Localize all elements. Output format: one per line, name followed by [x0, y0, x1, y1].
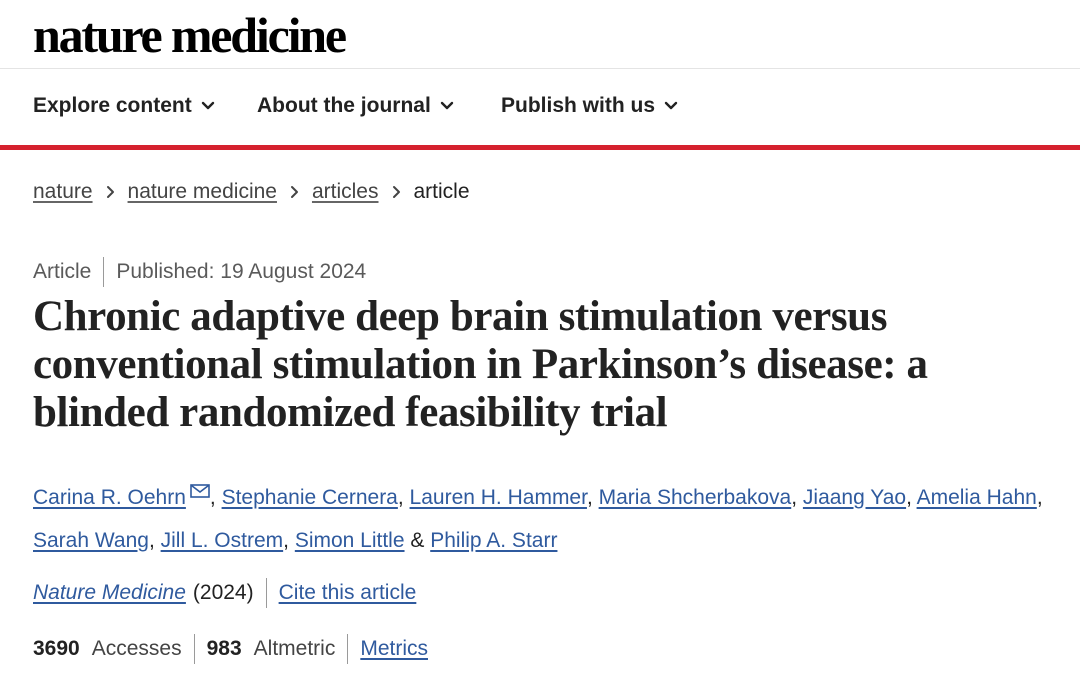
divider	[193, 634, 195, 664]
author-link[interactable]: Lauren H. Hammer	[409, 486, 587, 509]
breadcrumb-nature[interactable]: nature	[33, 180, 93, 203]
author-link[interactable]: Carina R. Oehrn	[33, 486, 186, 509]
chevron-right-icon	[392, 185, 401, 199]
author-link[interactable]: Philip A. Starr	[430, 529, 558, 552]
nav-explore-content-label: Explore content	[33, 94, 192, 117]
altmetric-label: Altmetric	[253, 637, 336, 660]
author-link[interactable]: Jill L. Ostrem	[160, 529, 284, 552]
brand-bar: nature medicine	[0, 0, 1080, 69]
journal-link[interactable]: Nature Medicine	[33, 581, 186, 604]
metrics-link[interactable]: Metrics	[360, 637, 428, 660]
author-link[interactable]: Jiaang Yao	[802, 486, 907, 509]
accesses-label: Accesses	[91, 637, 182, 660]
chevron-right-icon	[290, 185, 299, 199]
divider	[347, 634, 349, 664]
author-link[interactable]: Simon Little	[294, 529, 405, 552]
author-link[interactable]: Sarah Wang	[33, 529, 149, 552]
chevron-right-icon	[106, 185, 115, 199]
author-list: Carina R. Oehrn, Stephanie Cernera, Laur…	[33, 470, 1063, 562]
author-link[interactable]: Stephanie Cernera	[221, 486, 398, 509]
altmetric-count: 983	[206, 637, 242, 660]
author-link[interactable]: Maria Shcherbakova	[598, 486, 792, 509]
mail-icon[interactable]	[190, 470, 210, 513]
journal-citation: Nature Medicine (2024) Cite this article	[33, 578, 416, 608]
nav-about-journal[interactable]: About the journal	[257, 94, 454, 118]
divider	[103, 257, 105, 287]
breadcrumb-nature-medicine[interactable]: nature medicine	[127, 180, 277, 203]
publication-year: (2024)	[192, 581, 254, 604]
breadcrumb-current: article	[413, 180, 470, 203]
article-title: Chronic adaptive deep brain stimulation …	[33, 293, 928, 436]
nav-explore-content[interactable]: Explore content	[33, 94, 215, 118]
primary-nav: Explore content About the journal Publis…	[0, 69, 1080, 150]
article-type: Article	[33, 260, 92, 283]
accesses-count: 3690	[33, 637, 80, 660]
chevron-down-icon	[440, 101, 454, 111]
author-link[interactable]: Amelia Hahn	[916, 486, 1037, 509]
article-metrics: 3690 Accesses 983 Altmetric Metrics	[33, 634, 428, 664]
journal-logo[interactable]: nature medicine	[33, 7, 347, 63]
breadcrumb-articles[interactable]: articles	[311, 180, 379, 203]
nav-publish-with-us-label: Publish with us	[501, 94, 656, 117]
nav-publish-with-us[interactable]: Publish with us	[501, 94, 678, 118]
article-meta: Article Published: 19 August 2024	[33, 257, 366, 287]
nav-about-journal-label: About the journal	[257, 94, 431, 117]
divider	[265, 578, 267, 608]
cite-this-article-link[interactable]: Cite this article	[278, 581, 417, 604]
published-date: Published: 19 August 2024	[116, 260, 367, 283]
breadcrumb: nature nature medicine articles article	[33, 180, 470, 204]
chevron-down-icon	[664, 101, 678, 111]
chevron-down-icon	[201, 101, 215, 111]
